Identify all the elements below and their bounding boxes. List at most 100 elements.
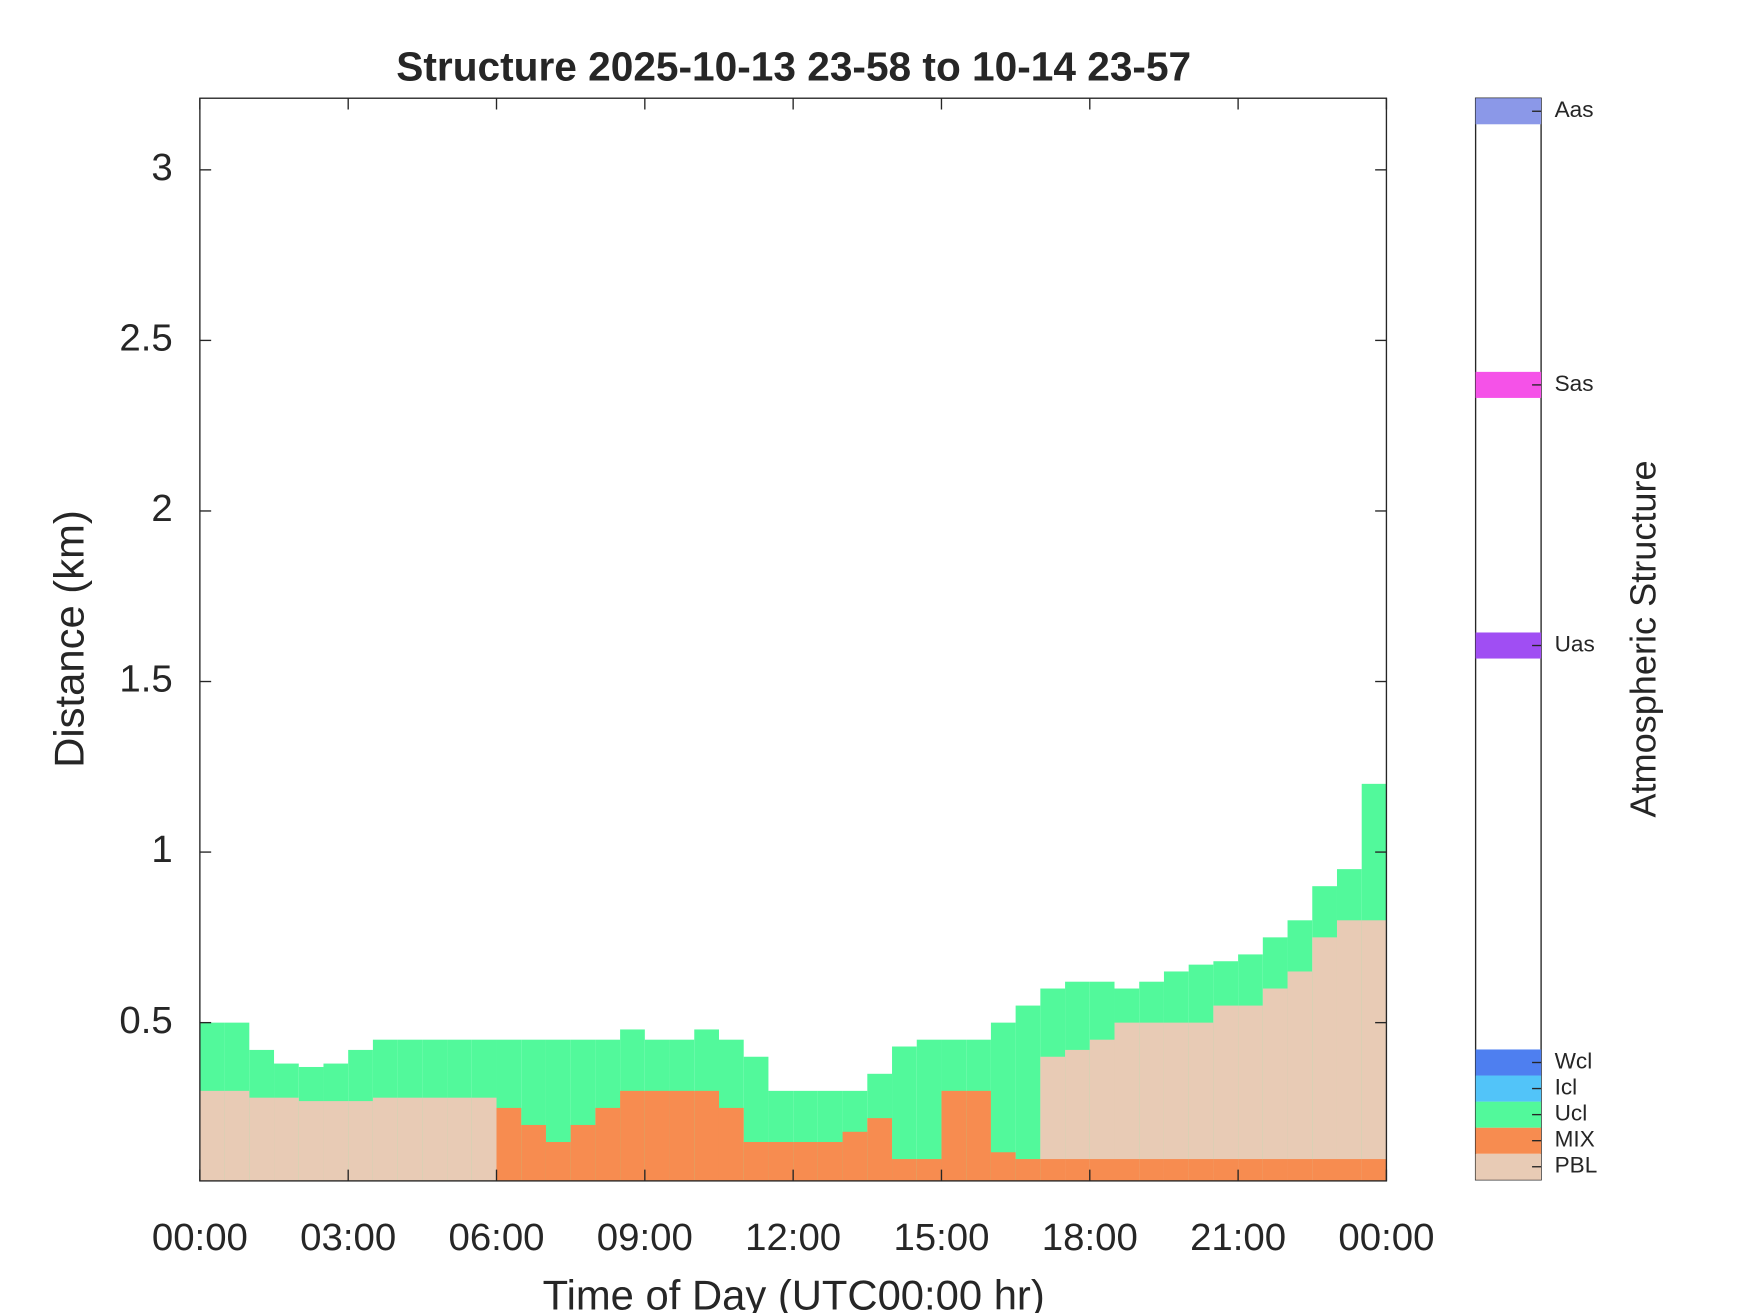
- colorbar-tick-label: Icl: [1555, 1075, 1578, 1100]
- colorbar-tick-label: Aas: [1555, 97, 1594, 122]
- layer-bar: [1139, 1022, 1164, 1181]
- colorbar-tick-label: Sas: [1555, 371, 1594, 396]
- layer-bar: [1287, 1159, 1313, 1181]
- layer-bar: [595, 1107, 621, 1181]
- y-tick-label: 1.5: [119, 658, 172, 701]
- layer-bar: [1163, 1159, 1189, 1181]
- colorbar-tick-label: MIX: [1555, 1127, 1595, 1152]
- colorbar-band: [1475, 1153, 1542, 1180]
- layer-bar: [1262, 988, 1288, 1181]
- layer-bar: [867, 1118, 893, 1181]
- layer-bar: [496, 1107, 522, 1181]
- x-tick-label: 21:00: [1190, 1216, 1286, 1259]
- layer-bar: [892, 1046, 917, 1181]
- layer-bar: [669, 1090, 695, 1181]
- layer-bar: [1065, 1159, 1090, 1181]
- layer-bar: [224, 1090, 250, 1181]
- layer-bar: [1188, 1159, 1214, 1181]
- layer-bar: [1213, 1159, 1239, 1181]
- layer-bar: [916, 1159, 942, 1181]
- layer-bar: [1188, 1022, 1214, 1181]
- x-tick-label: 06:00: [448, 1216, 544, 1259]
- y-tick-label: 0.5: [119, 999, 172, 1042]
- x-tick-label: 09:00: [597, 1216, 693, 1259]
- colorbar-band: [1475, 371, 1542, 398]
- layer-bar: [1312, 937, 1337, 1181]
- layer-bar: [1114, 1159, 1140, 1181]
- layer-bar: [768, 1142, 794, 1181]
- x-tick-label: 15:00: [893, 1216, 989, 1259]
- layer-bar: [545, 1142, 571, 1181]
- layer-bar: [966, 1090, 991, 1181]
- layer-bar: [521, 1124, 546, 1181]
- layer-bar: [817, 1142, 843, 1181]
- layer-bar: [298, 1101, 324, 1181]
- colorbar-band: [1475, 1049, 1542, 1076]
- layer-bar: [1139, 1159, 1164, 1181]
- x-axis-label: Time of Day (UTC00:00 hr): [543, 1271, 1045, 1313]
- layer-bar: [1336, 1159, 1362, 1181]
- layer-bar: [1238, 1159, 1263, 1181]
- colorbar-tick-label: Ucl: [1555, 1101, 1588, 1126]
- colorbar-band: [1475, 1101, 1542, 1128]
- layer-bar: [422, 1097, 448, 1181]
- x-tick-label: 00:00: [1338, 1216, 1434, 1259]
- layer-bar: [1114, 1022, 1140, 1181]
- colorbar-tick-label: Wcl: [1555, 1048, 1593, 1073]
- layer-bar: [620, 1090, 645, 1181]
- layer-bar: [842, 1131, 868, 1181]
- layer-bar: [348, 1101, 373, 1181]
- chart-title: Structure 2025-10-13 23-58 to 10-14 23-5…: [396, 44, 1191, 90]
- layer-bar: [1361, 920, 1387, 1181]
- layer-bar: [1015, 1159, 1041, 1181]
- layer-bar: [916, 1039, 942, 1181]
- layer-bar: [793, 1142, 818, 1181]
- layer-bar: [1361, 1159, 1387, 1181]
- layer-bar: [1238, 1005, 1263, 1181]
- layer-bar: [1040, 1159, 1066, 1181]
- layer-bar: [1015, 1005, 1041, 1181]
- layer-bar: [1287, 971, 1313, 1181]
- x-tick-label: 00:00: [152, 1216, 248, 1259]
- colorbar-band: [1475, 632, 1542, 659]
- colorbar-label: Atmospheric Structure: [1623, 460, 1664, 817]
- layer-bar: [1312, 1159, 1337, 1181]
- layer-bar: [323, 1101, 349, 1181]
- colorbar-band: [1475, 98, 1542, 125]
- layer-bar: [199, 1090, 225, 1181]
- y-tick-label: 3: [151, 146, 172, 189]
- layer-bar: [1336, 920, 1362, 1181]
- y-tick-label: 2: [151, 487, 172, 530]
- layer-bar: [941, 1090, 967, 1181]
- layer-bar: [892, 1159, 917, 1181]
- layer-bar: [249, 1097, 275, 1181]
- layer-bar: [372, 1097, 398, 1181]
- layer-bar: [644, 1090, 670, 1181]
- plot-area: [199, 783, 1387, 1181]
- layer-bar: [570, 1124, 596, 1181]
- layer-bar: [694, 1090, 719, 1181]
- x-tick-label: 03:00: [300, 1216, 396, 1259]
- layer-bar: [471, 1097, 497, 1181]
- y-tick-label: 2.5: [119, 317, 172, 360]
- colorbar-band: [1475, 1075, 1542, 1102]
- layer-bar: [1089, 1039, 1115, 1181]
- layer-bar: [1262, 1159, 1288, 1181]
- layer-bar: [397, 1097, 423, 1181]
- colorbar-band: [1475, 1127, 1542, 1154]
- layer-bar: [743, 1142, 769, 1181]
- layer-bar: [990, 1152, 1016, 1181]
- colorbar-tick-label: PBL: [1555, 1153, 1598, 1178]
- layer-bar: [1089, 1159, 1115, 1181]
- x-tick-label: 18:00: [1042, 1216, 1138, 1259]
- layer-bar: [1163, 1022, 1189, 1181]
- colorbar-tick-label: Uas: [1555, 631, 1595, 656]
- x-tick-label: 12:00: [745, 1216, 841, 1259]
- layer-bar: [1213, 1005, 1239, 1181]
- y-tick-label: 1: [151, 828, 172, 871]
- layer-bar: [718, 1107, 744, 1181]
- layer-bar: [447, 1097, 472, 1181]
- layer-bar: [274, 1097, 299, 1181]
- y-axis-label: Distance (km): [45, 510, 92, 768]
